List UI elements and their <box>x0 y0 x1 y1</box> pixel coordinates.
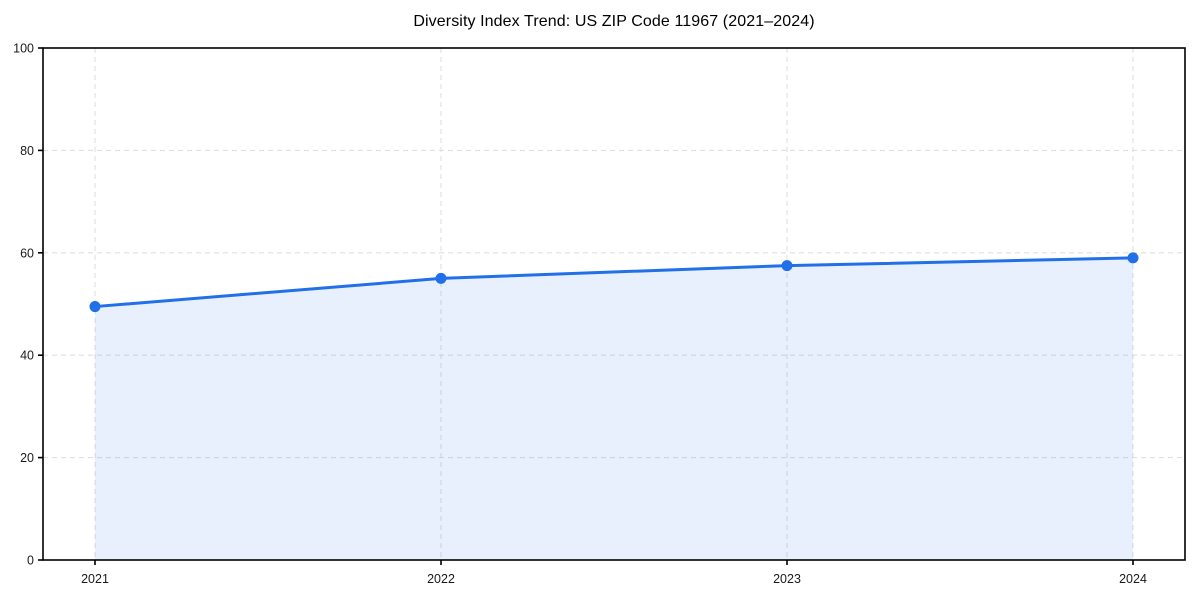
x-tick-label: 2022 <box>427 572 455 586</box>
plot-border <box>42 47 1186 561</box>
data-point-marker <box>781 260 793 272</box>
y-tick-label: 0 <box>27 554 34 568</box>
y-tick-label: 20 <box>20 451 34 465</box>
x-tick-label: 2024 <box>1119 572 1147 586</box>
trend-line <box>93 256 1135 309</box>
data-point-marker <box>89 301 101 313</box>
x-tick-label: 2021 <box>81 572 109 586</box>
y-tick-label: 100 <box>13 42 34 56</box>
y-tick-label: 80 <box>20 144 34 158</box>
chart-title: Diversity Index Trend: US ZIP Code 11967… <box>413 13 815 30</box>
x-tick-label: 2023 <box>773 572 801 586</box>
y-tick-label: 60 <box>20 246 34 260</box>
data-point-marker <box>435 272 447 284</box>
area-fill <box>95 257 1133 560</box>
data-point-marker <box>1127 252 1139 264</box>
y-tick-label: 40 <box>20 349 34 363</box>
